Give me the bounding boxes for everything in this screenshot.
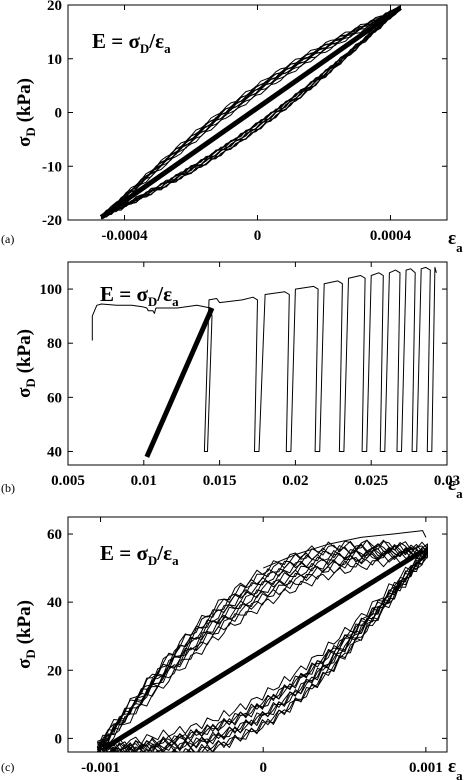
- series-traces: [100, 5, 401, 220]
- panel-tag: (b): [1, 481, 15, 495]
- panel-tag: (a): [1, 232, 14, 246]
- stress-strain-path: [91, 266, 437, 452]
- panel-tag: (c): [1, 760, 14, 774]
- x-axis-label: εa: [448, 474, 463, 501]
- hysteresis-cycle-10: [100, 5, 401, 218]
- x-tick-label: 0.02: [282, 473, 308, 489]
- equation-label: E = σD/εa: [100, 282, 179, 309]
- y-tick-label: 60: [47, 527, 62, 543]
- modulus-line: [102, 548, 424, 751]
- x-tick-label: 0.001: [409, 760, 443, 776]
- y-axis-label: σD (kPa): [14, 329, 38, 398]
- x-axis-label: εa: [448, 228, 463, 255]
- y-tick-label: 20: [47, 0, 62, 14]
- x-tick-label: 0.015: [203, 473, 237, 489]
- modulus-line: [144, 307, 215, 458]
- plot-frame: [67, 261, 448, 466]
- y-tick-label: -10: [42, 159, 62, 175]
- loading-path: [263, 530, 427, 569]
- y-tick-label: 10: [47, 52, 62, 68]
- y-tick-label: 20: [47, 663, 62, 679]
- x-tick-label: 0.01: [131, 473, 157, 489]
- series-traces: [96, 530, 428, 752]
- plot-frame: [67, 516, 448, 753]
- modulus-line: [99, 5, 402, 220]
- equation-label: E = σD/εa: [92, 29, 171, 56]
- panel-c: -0.001 0 0.001 0 20 40 60 E = σD/εa σD (kPa) εa (c…: [1, 516, 463, 780]
- y-tick-label: 0: [55, 106, 63, 122]
- x-tick-label: 0.0004: [370, 228, 412, 244]
- y-tick-label: -20: [42, 213, 62, 229]
- y-tick-label: 40: [47, 444, 62, 460]
- x-tick-label: -0.0004: [101, 228, 148, 244]
- equation-label: E = σD/εa: [100, 541, 179, 568]
- panel-a: -0.0004 0 0.0004 -20 -10 0 10 20 E = σD/εa σD (kP…: [1, 0, 463, 255]
- x-tick-label: 0.03: [434, 473, 460, 489]
- x-axis-label: εa: [448, 756, 463, 780]
- y-tick-label: 0: [55, 731, 63, 747]
- y-axis-label: σD (kPa): [14, 600, 38, 669]
- panel-b: 0.005 0.01 0.015 0.02 0.025 0.03 40 60 80 100 E = …: [1, 261, 463, 501]
- hysteresis-cycle-4: [98, 549, 428, 752]
- series-traces: [91, 266, 437, 452]
- y-axis-label: σD (kPa): [14, 78, 38, 147]
- hysteresis-cycle-12: [97, 539, 428, 752]
- y-tick-label: 40: [47, 595, 62, 611]
- x-tick-label: 0: [254, 228, 262, 244]
- y-tick-label: 60: [47, 390, 62, 406]
- x-tick-label: 0.005: [51, 473, 85, 489]
- x-tick-label: 0.025: [354, 473, 388, 489]
- y-tick-label: 80: [47, 336, 62, 352]
- y-tick-label: 100: [40, 282, 63, 298]
- x-tick-label: -0.001: [81, 760, 120, 776]
- x-tick-label: 0: [259, 760, 267, 776]
